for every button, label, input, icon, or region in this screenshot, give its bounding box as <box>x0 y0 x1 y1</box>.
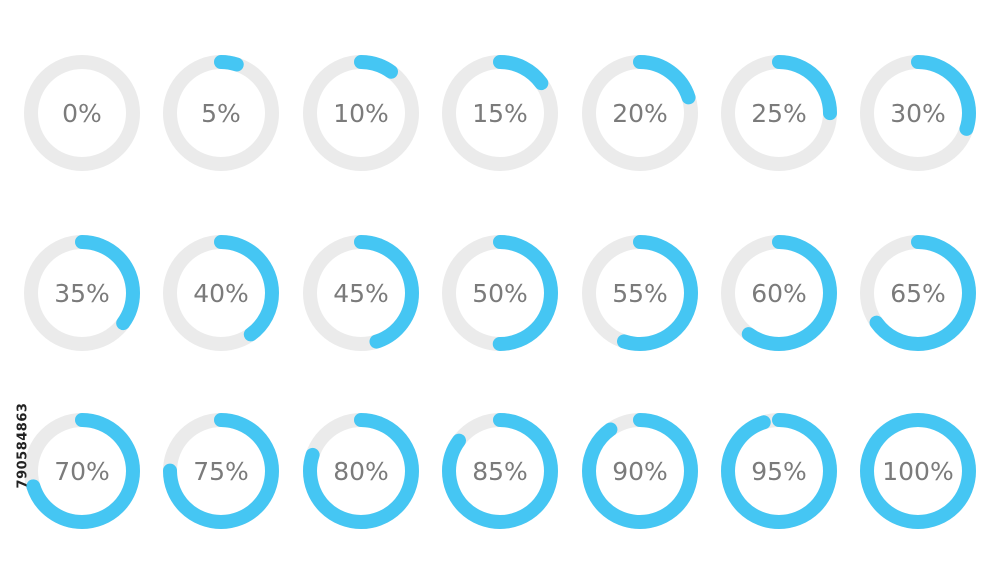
progress-ring-5: 5% <box>163 55 279 171</box>
ring-label: 45% <box>333 279 389 308</box>
progress-ring-65: 65% <box>860 235 976 351</box>
ring-progress-arc <box>442 235 558 351</box>
ring-label: 5% <box>201 99 241 128</box>
progress-ring-40: 40% <box>163 235 279 351</box>
ring-label: 55% <box>612 279 668 308</box>
ring-label: 10% <box>333 99 389 128</box>
ring-label: 40% <box>193 279 249 308</box>
progress-ring-30: 30% <box>860 55 976 171</box>
progress-ring-55: 55% <box>582 235 698 351</box>
ring-progress-arc <box>24 413 140 529</box>
progress-ring-95: 95% <box>721 413 837 529</box>
progress-ring-15: 15% <box>442 55 558 171</box>
ring-progress-arc <box>860 413 976 529</box>
ring-label: 80% <box>333 457 389 486</box>
progress-ring-90: 90% <box>582 413 698 529</box>
progress-ring-0: 0% <box>24 55 140 171</box>
ring-label: 15% <box>472 99 528 128</box>
ring-progress-arc <box>582 413 698 529</box>
ring-progress-arc <box>582 235 698 351</box>
ring-progress-arc <box>303 55 419 171</box>
progress-ring-85: 85% <box>442 413 558 529</box>
ring-progress-arc <box>163 55 279 171</box>
ring-label: 90% <box>612 457 668 486</box>
ring-label: 20% <box>612 99 668 128</box>
ring-label: 75% <box>193 457 249 486</box>
ring-progress-arc <box>721 235 837 351</box>
ring-progress-arc <box>303 235 419 351</box>
stock-image-id: 790584863 <box>10 345 36 545</box>
progress-ring-70: 70% <box>24 413 140 529</box>
ring-progress-arc <box>721 413 837 529</box>
ring-label: 0% <box>62 99 102 128</box>
ring-progress-arc <box>163 413 279 529</box>
ring-track <box>24 55 140 171</box>
ring-progress-arc <box>303 413 419 529</box>
ring-label: 85% <box>472 457 528 486</box>
ring-label: 35% <box>54 279 110 308</box>
stock-image-id-text: 790584863 <box>15 402 31 488</box>
progress-ring-25: 25% <box>721 55 837 171</box>
progress-ring-35: 35% <box>24 235 140 351</box>
ring-progress-arc <box>860 55 976 171</box>
progress-ring-80: 80% <box>303 413 419 529</box>
ring-progress-arc <box>24 235 140 351</box>
ring-label: 25% <box>751 99 807 128</box>
progress-ring-45: 45% <box>303 235 419 351</box>
ring-label: 30% <box>890 99 946 128</box>
ring-label: 70% <box>54 457 110 486</box>
progress-ring-100: 100% <box>860 413 976 529</box>
ring-label: 65% <box>890 279 946 308</box>
ring-progress-arc <box>442 55 558 171</box>
ring-progress-arc <box>442 413 558 529</box>
progress-ring-20: 20% <box>582 55 698 171</box>
ring-progress-arc <box>582 55 698 171</box>
ring-label: 100% <box>882 457 953 486</box>
ring-label: 50% <box>472 279 528 308</box>
ring-label: 60% <box>751 279 807 308</box>
progress-ring-60: 60% <box>721 235 837 351</box>
ring-progress-arc <box>721 55 837 171</box>
ring-label: 95% <box>751 457 807 486</box>
ring-progress-arc <box>860 235 976 351</box>
ring-progress-arc <box>163 235 279 351</box>
progress-ring-50: 50% <box>442 235 558 351</box>
progress-ring-75: 75% <box>163 413 279 529</box>
progress-ring-10: 10% <box>303 55 419 171</box>
